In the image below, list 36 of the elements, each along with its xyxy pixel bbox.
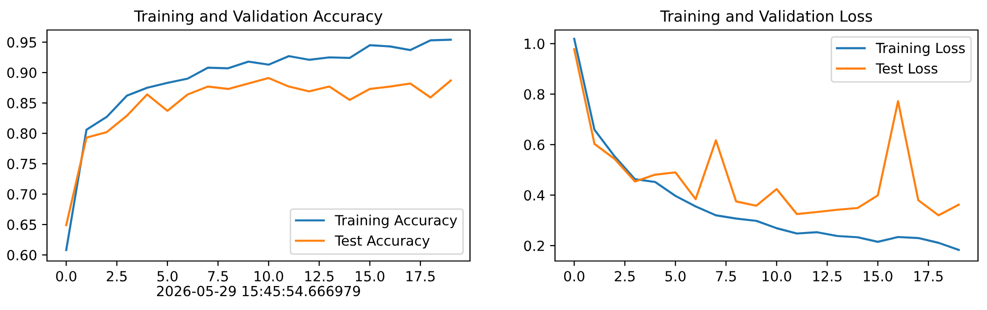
y-tick-label: 0.60 xyxy=(7,250,36,260)
legend-label: Training Accuracy xyxy=(334,214,458,228)
y-tick-label: 0.80 xyxy=(7,128,36,139)
y-tick-label: 0.8 xyxy=(524,89,544,100)
x-tick-label: 2.5 xyxy=(106,270,127,282)
y-tick-label: 0.90 xyxy=(7,68,36,78)
x-axis-title: 2026-05-29 15:45:54.666979 xyxy=(157,286,360,296)
chart-title: Training and Validation Accuracy xyxy=(134,10,382,25)
x-tick-label: 5.0 xyxy=(157,270,178,282)
x-tick-label: 7.5 xyxy=(716,271,736,282)
y-tick-label: 0.95 xyxy=(7,37,36,48)
x-tick-label: 15.0 xyxy=(864,270,892,282)
x-tick-label: 10.0 xyxy=(762,270,792,282)
x-tick-label: 10.0 xyxy=(254,270,284,282)
x-tick-label: 0.0 xyxy=(56,270,76,282)
x-tick-label: 0.0 xyxy=(564,270,584,282)
legend-label: Test Loss xyxy=(876,63,938,74)
y-tick-label: 0.85 xyxy=(7,98,36,108)
y-tick-label: 0.65 xyxy=(7,219,36,230)
y-tick-label: 0.2 xyxy=(524,240,544,252)
legend-label: Training Loss xyxy=(876,42,965,56)
x-tick-label: 2.5 xyxy=(614,270,635,282)
chart-title: Training and Validation Loss xyxy=(660,10,872,25)
x-tick-label: 5.0 xyxy=(665,270,686,282)
x-tick-label: 12.5 xyxy=(305,270,334,282)
y-tick-label: 0.75 xyxy=(7,158,36,170)
x-tick-label: 17.5 xyxy=(406,271,435,282)
x-tick-label: 15.0 xyxy=(356,270,384,282)
x-tick-label: 12.5 xyxy=(813,270,842,282)
y-tick-label: 0.4 xyxy=(524,190,544,201)
y-tick-label: 0.70 xyxy=(7,189,36,200)
y-tick-label: 0.6 xyxy=(524,140,544,150)
x-tick-label: 7.5 xyxy=(208,271,228,282)
y-tick-label: 1.0 xyxy=(524,38,544,50)
x-tick-label: 17.5 xyxy=(914,271,943,282)
legend-label: Test Accuracy xyxy=(334,235,430,248)
